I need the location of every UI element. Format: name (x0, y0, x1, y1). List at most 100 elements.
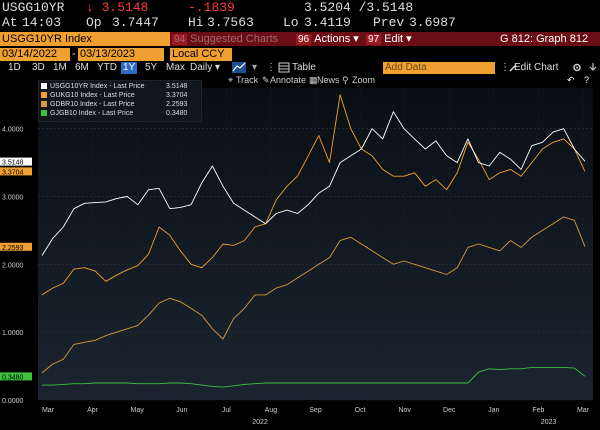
undo-icon[interactable]: ↶ (567, 75, 575, 85)
annotation-toolbar: ↶ ? ⌖ Track ✎ Annotate ▦ News ⚲ Zoom (0, 75, 600, 86)
function-menu-bar (170, 32, 600, 46)
more-options-icon-2[interactable]: ⋮ (500, 62, 510, 73)
period-6m[interactable]: 6M (75, 62, 89, 73)
chart-style-dropdown-icon[interactable]: ▾ (252, 62, 258, 73)
series-line-2 (41, 216, 586, 374)
x-tick-label: Apr (87, 407, 99, 414)
quote-time: 14:03 (22, 15, 62, 30)
news-grid-icon[interactable]: ▦ (309, 75, 318, 85)
x-tick-label: Oct (355, 407, 366, 414)
last-value-tag-bg (0, 157, 32, 166)
function-bar: USGG10YR Index 94 Suggested Charts 96 Acti… (0, 32, 600, 46)
suggested-charts-number: 94 (172, 34, 188, 45)
prev-value: 3.6987 (409, 15, 456, 30)
series-line-1 (41, 94, 586, 296)
start-date-field[interactable]: 03/14/2022 (0, 48, 70, 61)
date-separator: - (72, 48, 76, 60)
x-tick-label: Jul (222, 407, 231, 414)
yield-chart[interactable]: 0.0000 1.0000 2.0000 3.0000 4.0000 Mar Apr May… (0, 88, 600, 430)
zoom-tool[interactable]: Zoom (352, 75, 376, 85)
legend-value-usgg10yr: 3.5148 (166, 83, 188, 90)
actions-number: 96 (296, 34, 312, 45)
legend-item-gukg10: GUKG10 Index - Last Price 3.3704 (41, 92, 187, 99)
last-price: ↓ 3.5148 (86, 0, 149, 15)
y-tick-label: 4.0000 (2, 127, 24, 134)
period-5y[interactable]: 5Y (145, 62, 158, 73)
currency-dropdown[interactable]: Local CCY ▾ (170, 48, 232, 73)
legend-label-gdbr10: GDBR10 Index - Last Price (50, 101, 135, 108)
last-value-tag: 2.2593 (2, 245, 24, 252)
legend-value-gukg10: 3.3704 (166, 92, 188, 99)
zoom-magnifier-icon[interactable]: ⚲ (342, 75, 349, 85)
last-value-tag: 3.3704 (2, 169, 24, 176)
edit-chart-button[interactable]: Edit Chart (514, 62, 559, 73)
quote-row-primary: USGG10YR ↓ 3.5148 -.1839 3.5204 /3.5148 (0, 0, 600, 16)
actions-menu[interactable]: 96 Actions ▾ (296, 32, 359, 46)
annotate-tool[interactable]: Annotate (270, 75, 307, 85)
prev-label: Prev (373, 15, 405, 30)
legend-swatch-gukg10 (41, 92, 47, 99)
x-year-label: 2023 (541, 419, 557, 426)
x-tick-label: Aug (265, 407, 278, 414)
edit-chart-icon (508, 62, 518, 73)
high-value: 3.7563 (207, 15, 254, 30)
table-button[interactable]: Table (292, 62, 316, 73)
security-field[interactable]: USGG10YR Index (0, 32, 170, 46)
period-max[interactable]: Max (166, 62, 185, 73)
x-tick-label: Jun (176, 407, 187, 414)
legend-label-gjgb10: GJGB10 Index - Last Price (50, 110, 134, 117)
last-value-tag: 0.3480 (2, 374, 24, 381)
legend-item-usgg10yr: USGG10YR Index - Last Price 3.5148 (41, 83, 187, 90)
suggested-charts-label: Suggested Charts (190, 33, 279, 45)
low-value: 3.4119 (304, 15, 351, 30)
end-date-field[interactable]: 03/13/2023 (78, 48, 164, 61)
annotate-pencil-icon[interactable]: ✎ (262, 75, 270, 85)
edit-menu[interactable]: 97 Edit ▾ (366, 32, 412, 46)
line-chart-icon[interactable] (232, 62, 246, 73)
gear-icon[interactable] (572, 62, 582, 73)
period-3d[interactable]: 3D (32, 62, 45, 73)
track-tool[interactable]: Track (236, 75, 259, 85)
x-tick-label: Mar (42, 407, 55, 414)
legend-value-gjgb10: 0.3480 (166, 110, 188, 117)
x-tick-label: Jan (488, 407, 499, 414)
open-label: Op (86, 15, 102, 30)
legend-swatch-gjgb10 (41, 110, 47, 117)
x-tick-label: Sep (309, 407, 322, 414)
y-tick-label: 2.0000 (2, 262, 24, 269)
legend-label-usgg10yr: USGG10YR Index - Last Price (50, 83, 145, 90)
news-tool[interactable]: News (317, 75, 340, 85)
actions-label: Actions ▾ (314, 33, 359, 45)
legend-label-gukg10: GUKG10 Index - Last Price (50, 92, 135, 99)
period-1m[interactable]: 1M (53, 62, 67, 73)
x-tick-label: Nov (398, 407, 411, 414)
low-label: Lo (283, 15, 299, 30)
legend-item-gdbr10: GDBR10 Index - Last Price 2.2593 (41, 101, 187, 108)
period-1d[interactable]: 1D (8, 62, 21, 73)
download-icon[interactable] (588, 62, 598, 73)
quote-row-secondary: At 14:03 Op 3.7447 Hi 3.7563 Lo 3.4119 P… (0, 15, 600, 31)
x-tick-label: Mar (577, 407, 590, 414)
suggested-charts-button[interactable]: 94 Suggested Charts (172, 32, 278, 46)
legend-swatch-usgg10yr (41, 83, 47, 90)
last-value-tag-bg (0, 167, 32, 176)
open-value: 3.7447 (112, 15, 159, 30)
period-ytd[interactable]: YTD (97, 62, 117, 73)
x-tick-label: Dec (443, 407, 456, 414)
x-tick-label: Feb (532, 407, 544, 414)
net-change: -.1839 (188, 0, 235, 15)
last-value-tag-bg (0, 372, 32, 381)
more-options-icon[interactable]: ⋮ (266, 62, 276, 73)
legend-value-gdbr10: 2.2593 (166, 101, 188, 108)
y-tick-label: 1.0000 (2, 330, 24, 337)
help-icon[interactable]: ? (584, 75, 590, 85)
table-icon (278, 62, 290, 73)
add-data-field[interactable]: Add Data (383, 62, 495, 74)
high-label: Hi (188, 15, 204, 30)
legend-swatch-gdbr10 (41, 101, 47, 108)
frequency-dropdown[interactable]: Daily ▾ (190, 62, 221, 73)
x-tick-label: May (131, 407, 145, 414)
period-1y[interactable]: 1Y (121, 62, 138, 74)
edit-number: 97 (366, 34, 382, 45)
crosshair-icon[interactable]: ⌖ (228, 75, 234, 85)
